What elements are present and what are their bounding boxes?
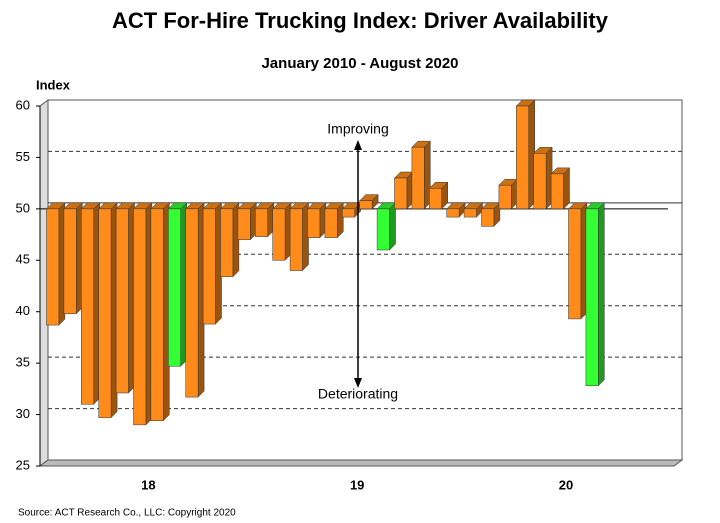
x-tick-label: 18 [141,477,155,492]
bar [481,208,495,227]
x-tick-label: 20 [559,477,573,492]
bar [533,153,547,210]
bar [150,208,164,421]
bar [359,200,373,210]
bar [63,208,77,315]
bar-side [389,202,396,251]
bar [585,208,599,387]
bar-side [563,167,570,210]
y-tick-label: 25 [16,457,30,472]
bar [446,208,460,218]
y-tick-label: 60 [16,97,30,112]
bar [272,208,286,261]
bar [255,208,268,237]
bar [324,208,338,238]
chart-subtitle: January 2010 - August 2020 [261,55,458,72]
chart-title: ACT For-Hire Trucking Index: Driver Avai… [112,8,609,33]
y-tick-label: 35 [16,355,30,370]
bar-side [598,202,605,387]
y-tick-label: 30 [16,406,30,421]
bar [498,184,512,210]
bar [307,208,321,238]
bar [115,208,129,394]
bar [411,146,425,210]
bar [568,208,582,320]
bar [46,208,60,326]
y-axis-label: Index [36,77,71,92]
bar [429,188,442,210]
arrow-head [354,140,362,150]
x-tick-label: 19 [350,477,364,492]
bar [376,208,390,251]
source-note: Source: ACT Research Co., LLC: Copyright… [18,508,236,519]
bar [463,208,477,218]
bar [550,173,564,210]
bar [516,105,529,210]
bar [394,177,408,210]
y-tick-label: 50 [16,200,30,215]
bar [342,208,355,218]
bar [168,208,181,367]
annotation: Deteriorating [318,386,398,402]
bar [220,208,234,277]
y-tick-label: 55 [16,149,30,164]
bar [237,208,251,240]
bar [98,208,112,418]
y-tick-label: 45 [16,252,30,267]
y-tick-label: 40 [16,303,30,318]
annotation: Improving [327,121,388,137]
bar [185,208,199,398]
bar [133,208,147,426]
arrow-head [354,378,362,388]
bar [81,208,94,405]
bar [202,208,216,325]
bar [289,208,303,271]
